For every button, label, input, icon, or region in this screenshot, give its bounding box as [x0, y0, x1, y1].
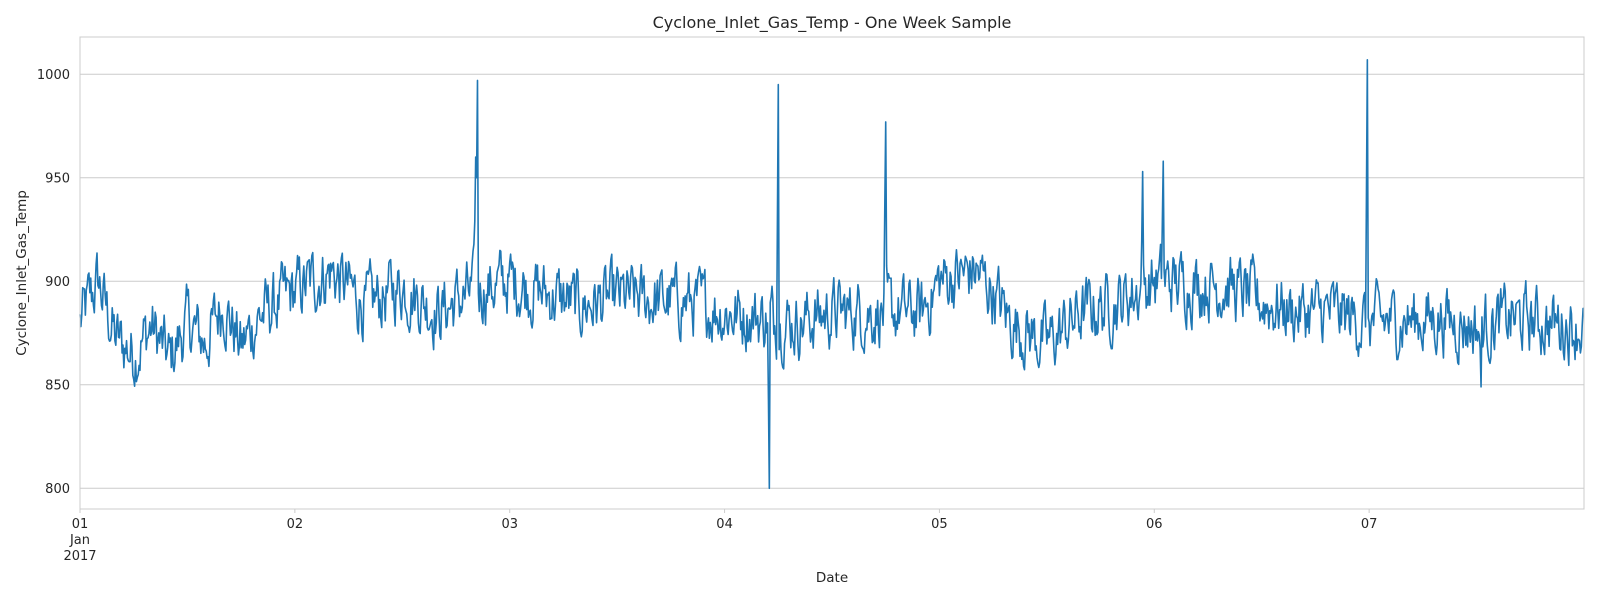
x-tick-label: 03	[501, 517, 518, 532]
x-tick-label: 01	[72, 517, 89, 532]
x-tick-sublabel: Jan	[69, 533, 90, 548]
x-tick-label: 07	[1361, 517, 1378, 532]
y-ticks: 800 850 900 950 1000	[37, 68, 70, 497]
chart-title: Cyclone_Inlet_Gas_Temp - One Week Sample	[653, 13, 1012, 33]
y-tick-label: 1000	[37, 68, 70, 83]
x-axis-label: Date	[816, 570, 848, 586]
y-tick-label: 800	[45, 482, 70, 497]
y-tick-label: 900	[45, 275, 70, 290]
series-line	[79, 58, 1585, 490]
y-axis-label: Cyclone_Inlet_Gas_Temp	[14, 190, 30, 356]
x-tick-label: 05	[931, 517, 948, 532]
x-tick-year: 2017	[63, 549, 96, 564]
series	[79, 58, 1585, 490]
x-tick-label: 02	[287, 517, 304, 532]
x-tick-label: 06	[1146, 517, 1163, 532]
plot-frame	[79, 36, 1585, 510]
y-tick-label: 950	[45, 171, 70, 186]
x-tick-label: 04	[716, 517, 733, 532]
y-tick-label: 850	[45, 378, 70, 393]
